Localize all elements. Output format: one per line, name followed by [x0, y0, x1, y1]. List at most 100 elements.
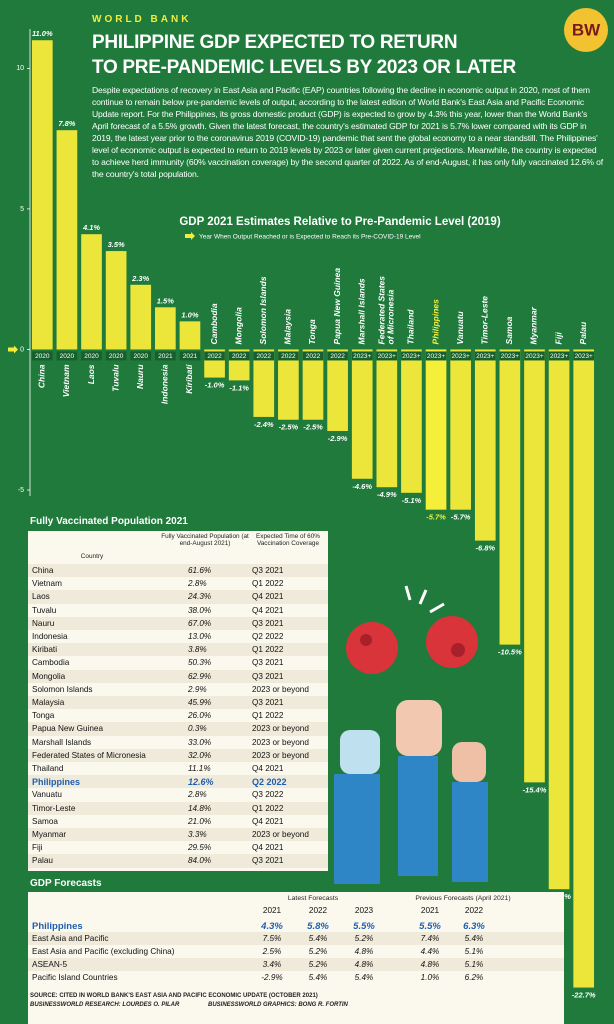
year-box: [573, 351, 595, 361]
table-cell: Q3 2021: [252, 671, 284, 681]
data-label: 1.0%: [181, 310, 198, 319]
y-tick-label: 10: [16, 65, 24, 72]
row-band: [28, 775, 328, 789]
table-cell: 62.9%: [188, 671, 212, 681]
data-label: -4.6%: [352, 482, 372, 491]
table-cell: Q4 2021: [252, 816, 284, 826]
row-band: [28, 643, 328, 657]
forecast-table: Latest Forecasts Previous Forecasts (Apri…: [28, 892, 564, 1024]
table-cell: 2023 or beyond: [252, 750, 309, 760]
x-tick-label: China: [37, 364, 47, 388]
bar: [105, 251, 127, 350]
table-cell: 5.4%: [354, 973, 374, 982]
table-cell: Philippines: [32, 921, 83, 932]
x-tick-label: Marshall Islands: [356, 278, 366, 344]
kicker: WORLD BANK: [92, 14, 192, 25]
row-band: [28, 801, 328, 815]
table-cell: Kiribati: [32, 645, 58, 655]
x-tick-label: Papua New Guinea: [332, 268, 342, 345]
year-box: [31, 351, 53, 361]
table-cell: East Asia and Pacific (excluding China): [32, 947, 175, 956]
legend-note: Year When Output Reached or is Expected …: [199, 234, 421, 241]
row-band: [28, 590, 328, 604]
bar: [179, 321, 201, 350]
year-label: 2023+: [501, 353, 519, 360]
table-cell: 1.0%: [420, 973, 440, 982]
year-label: 2023+: [427, 353, 445, 360]
year-box: [179, 351, 201, 361]
illustration: [334, 585, 488, 884]
x-tick-label: Cambodia: [209, 303, 219, 344]
table-cell: 5.2%: [308, 947, 328, 956]
data-label: -2.9%: [328, 434, 348, 443]
table-cell: 0.3%: [188, 724, 207, 734]
x-tick-label: Kiribati: [184, 364, 194, 394]
year-box: [351, 351, 373, 361]
x-tick-label: Tuvalu: [110, 364, 120, 392]
data-label: -4.9%: [377, 490, 397, 499]
row-band: [28, 748, 328, 762]
year-box: [204, 351, 225, 361]
column-header: 2022: [308, 906, 328, 915]
table-cell: 24.3%: [188, 592, 212, 602]
table-cell: Mongolia: [32, 671, 66, 681]
data-label: 3.5%: [108, 240, 125, 249]
table-cell: Indonesia: [32, 632, 68, 641]
row-band: [28, 669, 328, 683]
data-label: -5.1%: [402, 496, 422, 505]
burst: [404, 585, 445, 614]
table-cell: Q2 2022: [252, 632, 284, 641]
x-tick-label: Malaysia: [283, 309, 293, 345]
table-cell: 4.3%: [261, 921, 283, 932]
legend-arrow: [185, 232, 195, 240]
data-label: -1.0%: [205, 381, 225, 390]
table-cell: Q4 2021: [252, 605, 284, 615]
arm: [452, 782, 488, 882]
section-title: GDP Forecasts: [30, 878, 102, 889]
data-label: -22.7%: [572, 991, 596, 1000]
year-label: 2022: [330, 353, 345, 360]
group-header: Previous Forecasts (April 2021): [415, 895, 511, 902]
table-cell: 3.8%: [188, 645, 207, 655]
y-tick-label: 5: [20, 206, 24, 213]
vaccination-table: Country Fully Vaccinated Population (at e…: [28, 531, 328, 871]
table-cell: 5.1%: [464, 960, 484, 969]
bar: [302, 349, 324, 420]
table-cell: Q4 2021: [252, 592, 284, 602]
row-band: [28, 958, 564, 971]
bar: [130, 284, 152, 350]
table-cell: 5.2%: [308, 960, 328, 969]
table-cell: 7.5%: [262, 934, 282, 943]
table-cell: Tonga: [32, 711, 55, 721]
x-tick-label: Thailand: [406, 309, 416, 345]
x-tick-label: Tonga: [307, 319, 317, 344]
table-cell: 5.5%: [353, 921, 375, 932]
logo: BW: [572, 20, 601, 39]
table-cell: 4.8%: [354, 960, 374, 969]
x-tick-label: Timor-Leste: [480, 296, 490, 345]
table-cell: Thailand: [32, 764, 64, 773]
table-cell: Laos: [32, 592, 50, 602]
table-cell: Timor-Leste: [32, 803, 76, 813]
data-label: -15.4%: [523, 785, 547, 794]
year-label: 2020: [134, 353, 149, 360]
table-cell: Pacific Island Countries: [32, 973, 118, 982]
year-label: 2022: [281, 353, 296, 360]
x-tick-label: Myanmar: [529, 306, 539, 344]
year-box: [155, 351, 176, 361]
x-tick-label: Palau: [578, 321, 588, 344]
table-cell: 2.9%: [188, 684, 207, 694]
column-header: Expected Time of 60% Vaccination Coverag…: [256, 533, 320, 547]
table-cell: Tuvalu: [32, 605, 57, 615]
table-cell: Q1 2022: [252, 645, 284, 655]
table-cell: Fiji: [32, 843, 43, 853]
title: TO PRE-PANDEMIC LEVELS BY 2023 OR LATER: [92, 57, 516, 78]
table-cell: Palau: [32, 856, 53, 866]
virus: [346, 622, 398, 674]
table-cell: 5.4%: [464, 934, 484, 943]
table-cell: Philippines: [32, 777, 81, 788]
year-label: 2023+: [402, 353, 420, 360]
table-cell: Samoa: [32, 816, 58, 826]
bar: [253, 349, 275, 417]
year-box: [425, 351, 447, 361]
